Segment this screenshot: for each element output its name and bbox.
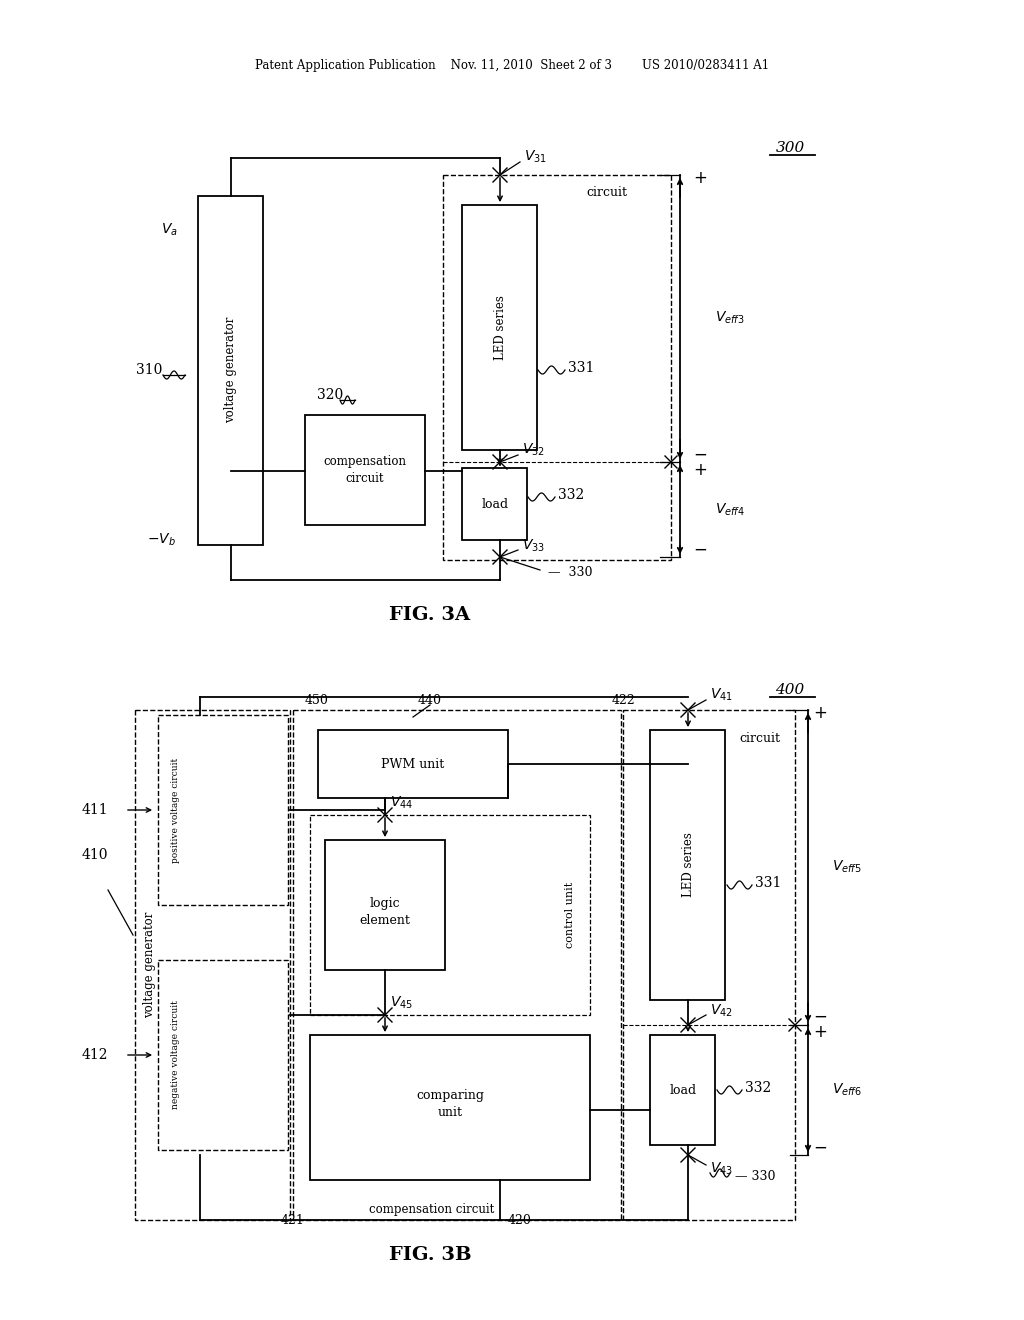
Text: $V_{31}$: $V_{31}$ <box>524 149 547 165</box>
Text: 412: 412 <box>82 1048 108 1063</box>
Text: 422: 422 <box>611 693 635 706</box>
Text: $V_a$: $V_a$ <box>161 222 178 238</box>
Text: 410: 410 <box>82 847 108 862</box>
Bar <box>462 469 527 540</box>
Text: compensation: compensation <box>324 455 407 469</box>
Text: — 330: — 330 <box>735 1171 775 1184</box>
Text: FIG. 3B: FIG. 3B <box>389 1246 471 1265</box>
Bar <box>650 730 725 1001</box>
Bar <box>198 195 263 545</box>
Bar <box>325 840 445 970</box>
Text: negative voltage circuit: negative voltage circuit <box>171 1001 179 1109</box>
Text: 400: 400 <box>775 682 805 697</box>
Text: comparing: comparing <box>416 1089 484 1101</box>
Text: −: − <box>813 1008 827 1026</box>
Text: —  330: — 330 <box>548 566 593 579</box>
Text: logic: logic <box>370 896 400 909</box>
Bar <box>650 1035 715 1144</box>
Text: $V_{eff4}$: $V_{eff4}$ <box>715 502 744 519</box>
Text: $V_{42}$: $V_{42}$ <box>710 1003 733 1019</box>
Text: 332: 332 <box>745 1081 771 1096</box>
Text: −: − <box>693 541 707 558</box>
Text: $V_{eff5}$: $V_{eff5}$ <box>831 859 862 875</box>
Text: 421: 421 <box>281 1213 305 1226</box>
Text: LED series: LED series <box>682 833 694 898</box>
Text: FIG. 3A: FIG. 3A <box>389 606 471 624</box>
Bar <box>305 414 425 525</box>
Text: $V_{eff6}$: $V_{eff6}$ <box>831 1082 862 1098</box>
Text: 332: 332 <box>558 488 585 502</box>
Text: 450: 450 <box>305 693 329 706</box>
Bar <box>318 730 508 799</box>
Bar <box>462 205 537 450</box>
Text: circuit: circuit <box>587 186 628 199</box>
Text: +: + <box>693 169 707 187</box>
Text: $V_{33}$: $V_{33}$ <box>522 537 545 554</box>
Text: 300: 300 <box>775 141 805 154</box>
Text: −: − <box>693 446 707 465</box>
Text: circuit: circuit <box>739 731 780 744</box>
Text: $V_{32}$: $V_{32}$ <box>522 442 545 458</box>
Text: +: + <box>813 704 827 722</box>
Bar <box>310 1035 590 1180</box>
Text: 310: 310 <box>135 363 162 378</box>
Text: 331: 331 <box>755 876 781 890</box>
Text: 331: 331 <box>568 360 594 375</box>
Bar <box>158 960 288 1150</box>
Bar <box>310 814 590 1015</box>
Text: 420: 420 <box>508 1213 531 1226</box>
Text: 440: 440 <box>418 693 442 706</box>
Text: element: element <box>359 913 411 927</box>
Text: $-V_b$: $-V_b$ <box>147 532 176 548</box>
Text: PWM unit: PWM unit <box>381 758 444 771</box>
Bar <box>443 176 671 560</box>
Text: unit: unit <box>437 1106 463 1118</box>
Bar <box>135 710 290 1220</box>
Text: $V_{43}$: $V_{43}$ <box>710 1160 733 1177</box>
Text: LED series: LED series <box>494 296 507 360</box>
Text: Patent Application Publication    Nov. 11, 2010  Sheet 2 of 3        US 2010/028: Patent Application Publication Nov. 11, … <box>255 58 769 71</box>
Text: control unit: control unit <box>565 882 575 948</box>
Text: +: + <box>693 461 707 479</box>
Bar <box>623 710 795 1220</box>
Text: $V_{41}$: $V_{41}$ <box>710 686 733 704</box>
Text: voltage generator: voltage generator <box>143 912 157 1018</box>
Text: +: + <box>813 1023 827 1041</box>
Text: $V_{45}$: $V_{45}$ <box>390 995 413 1011</box>
Bar <box>158 715 288 906</box>
Text: 320: 320 <box>316 388 343 403</box>
Text: circuit: circuit <box>346 471 384 484</box>
Text: positive voltage circuit: positive voltage circuit <box>171 758 179 863</box>
Text: $V_{44}$: $V_{44}$ <box>390 795 414 812</box>
Text: −: − <box>813 1139 827 1158</box>
Text: load: load <box>481 498 509 511</box>
Text: compensation circuit: compensation circuit <box>370 1204 495 1217</box>
Bar <box>293 710 621 1220</box>
Text: load: load <box>670 1084 696 1097</box>
Text: 411: 411 <box>81 803 108 817</box>
Text: $V_{eff3}$: $V_{eff3}$ <box>715 310 744 326</box>
Text: voltage generator: voltage generator <box>224 317 238 424</box>
